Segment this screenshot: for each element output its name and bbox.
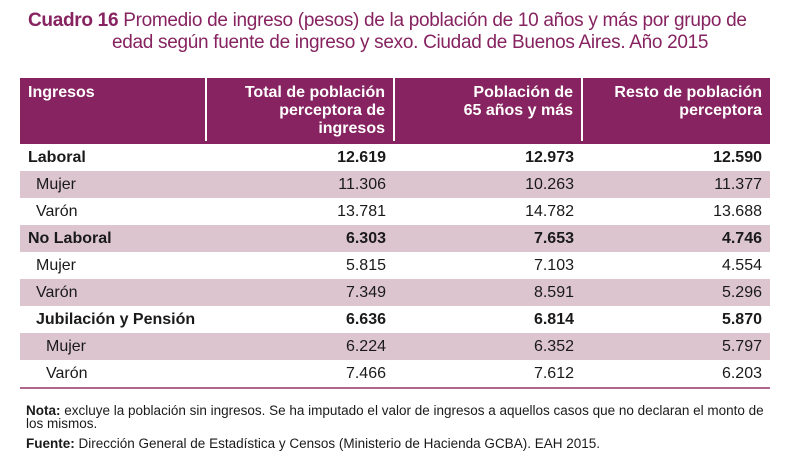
cell-65-mas: 10.263 <box>394 170 582 198</box>
header-total: Total de población perceptora de ingreso… <box>205 78 394 142</box>
cell-total: 7.349 <box>206 278 394 306</box>
cell-total: 13.781 <box>337 202 386 220</box>
cell-65-mas: 14.782 <box>525 202 574 220</box>
cell-resto: 13.688 <box>713 202 762 220</box>
row-label: Mujer <box>20 170 206 198</box>
table-number: Cuadro 16 <box>28 10 119 31</box>
cell-total: 7.466 <box>206 359 394 389</box>
cell-total: 12.619 <box>206 140 394 171</box>
cell-resto: 4.554 <box>721 256 762 274</box>
cell-65-mas: 8.591 <box>394 278 582 306</box>
row-label: Varón <box>20 359 206 389</box>
table-row: Laboral 12.619 12.973 12.590 <box>20 140 770 171</box>
note: Nota: excluye la población sin ingresos.… <box>26 403 771 431</box>
table-row: Mujer 6.224 6.352 5.797 <box>20 332 770 360</box>
cell-resto: 11.377 <box>582 170 770 198</box>
row-label: Mujer <box>20 332 206 360</box>
cell-65-mas: 7.103 <box>533 256 574 274</box>
table-title: Cuadro 16 Promedio de ingreso (pesos) de… <box>28 10 768 54</box>
header-row: Ingresos Total de población perceptora d… <box>20 78 770 142</box>
header-65-mas: Población de 65 años y más <box>393 78 582 142</box>
row-label: No Laboral <box>20 224 206 252</box>
note-label: Nota: <box>26 403 61 418</box>
cell-65-mas: 7.653 <box>394 224 582 252</box>
title-line-2: edad según fuente de ingreso y sexo. Ciu… <box>112 32 709 53</box>
cell-65-mas: 7.612 <box>394 359 582 389</box>
table-row: No Laboral 6.303 7.653 4.746 <box>20 224 770 252</box>
cell-resto: 4.746 <box>582 224 770 252</box>
row-label: Varón <box>20 278 206 306</box>
table-notes: Nota: excluye la población sin ingresos.… <box>26 404 771 457</box>
row-label: Mujer <box>36 256 77 274</box>
row-label: Laboral <box>20 140 206 171</box>
source: Fuente: Dirección General de Estadística… <box>26 436 771 451</box>
source-text: Dirección General de Estadística y Censo… <box>74 436 600 451</box>
table-row: Varón 13.781 14.782 13.688 <box>20 198 770 225</box>
cell-65-mas: 6.814 <box>533 310 574 328</box>
row-label: Jubilación y Pensión <box>36 310 196 328</box>
header-ingresos: Ingresos <box>20 78 206 142</box>
table-row: Varón 7.349 8.591 5.296 <box>20 278 770 306</box>
note-text: excluye la población sin ingresos. Se ha… <box>26 403 764 431</box>
table-row: Mujer 5.815 7.103 4.554 <box>20 252 770 279</box>
table-row: Mujer 11.306 10.263 11.377 <box>20 170 770 198</box>
source-label: Fuente: <box>26 436 75 451</box>
table-row: Varón 7.466 7.612 6.203 <box>20 359 770 389</box>
cell-total: 6.636 <box>345 310 386 328</box>
header-resto: Resto de población perceptora <box>581 78 770 142</box>
cell-resto: 5.296 <box>582 278 770 306</box>
cell-65-mas: 6.352 <box>394 332 582 360</box>
cell-total: 11.306 <box>206 170 394 198</box>
cell-total: 5.815 <box>345 256 386 274</box>
cell-resto: 5.797 <box>582 332 770 360</box>
cell-resto: 5.870 <box>721 310 762 328</box>
income-table: Ingresos Total de población perceptora d… <box>20 78 770 389</box>
title-line-1: Promedio de ingreso (pesos) de la poblac… <box>123 10 747 31</box>
cell-resto: 6.203 <box>582 359 770 389</box>
cell-total: 6.303 <box>206 224 394 252</box>
cell-65-mas: 12.973 <box>394 140 582 171</box>
row-label: Varón <box>36 202 78 220</box>
cell-resto: 12.590 <box>582 140 770 171</box>
table-row: Jubilación y Pensión 6.636 6.814 5.870 <box>20 306 770 333</box>
cell-total: 6.224 <box>206 332 394 360</box>
